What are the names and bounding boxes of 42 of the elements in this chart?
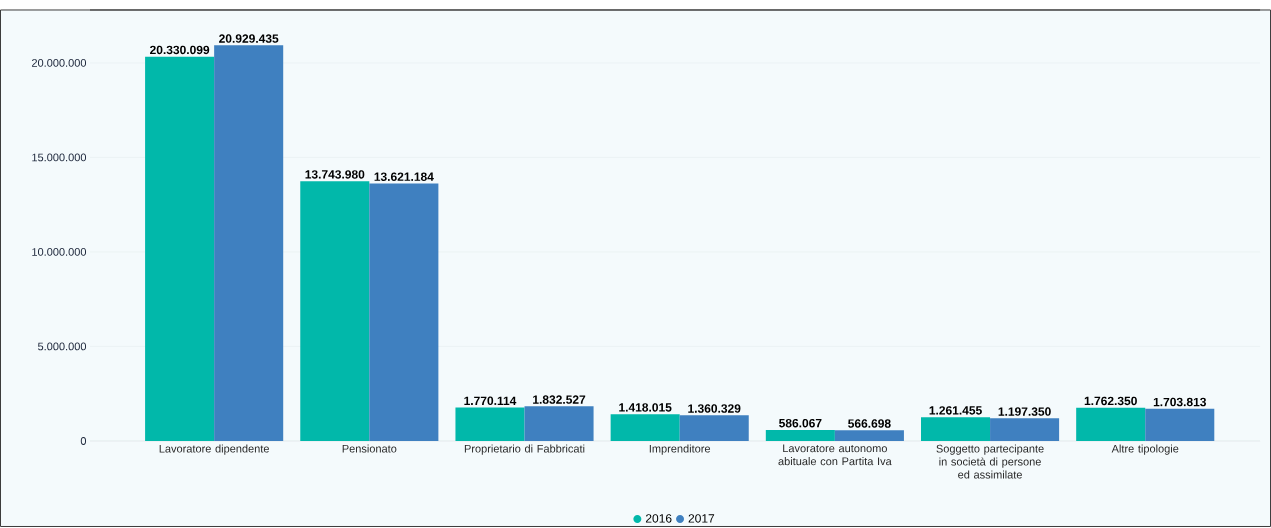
- bar: [145, 56, 215, 441]
- bar: [369, 183, 439, 441]
- x-tick-label: Altre tipologie: [1111, 444, 1179, 455]
- data-label: 566.698: [848, 419, 891, 428]
- data-label: 1.197.350: [998, 407, 1051, 416]
- data-label: 20.330.099: [150, 45, 210, 55]
- y-tick-label: 5.000.000: [37, 342, 87, 351]
- bar: [679, 415, 749, 441]
- legend-label: 2017: [688, 514, 715, 523]
- bar: [990, 418, 1060, 441]
- bar: [834, 430, 904, 441]
- bar: [610, 414, 680, 441]
- bar: [765, 429, 835, 441]
- bar: [300, 181, 370, 441]
- y-tick-label: 15.000.000: [32, 153, 87, 162]
- y-tick-label: 10.000.000: [32, 248, 87, 256]
- data-label: 13.621.184: [374, 172, 434, 181]
- x-tick-label: Imprenditore: [649, 444, 711, 455]
- data-label: 1.360.329: [688, 404, 741, 413]
- bar: [214, 45, 284, 441]
- x-tick-label: Proprietario di Fabbricati: [464, 444, 585, 455]
- x-tick-label: Pensionato: [342, 444, 397, 453]
- data-label: 1.703.813: [1153, 397, 1207, 407]
- y-tick-label: 20.000.000: [31, 59, 87, 67]
- data-label: 586.067: [779, 418, 822, 428]
- data-label: 1.418.015: [619, 403, 672, 412]
- x-tick-label: Lavoratore autonomo abituale con Partita Iva: [778, 444, 892, 466]
- x-tick-label: Lavoratore dipendente: [159, 444, 269, 455]
- data-label: 13.743.980: [305, 170, 365, 179]
- bar: [921, 417, 991, 441]
- x-tick-label: Soggetto partecipante in società di persone ed assimilate: [936, 444, 1044, 479]
- bar: [455, 407, 525, 441]
- data-label: 1.832.527: [533, 395, 586, 404]
- data-label: 1.762.350: [1084, 396, 1137, 406]
- data-label: 1.770.114: [464, 396, 517, 406]
- data-label: 20.929.435: [219, 34, 279, 43]
- bar: [524, 406, 594, 441]
- legend-label: 2016: [645, 514, 672, 523]
- bar: [1076, 407, 1146, 441]
- bar: [1145, 408, 1215, 441]
- data-label: 1.261.455: [929, 406, 982, 415]
- y-tick-label: 0: [80, 437, 87, 445]
